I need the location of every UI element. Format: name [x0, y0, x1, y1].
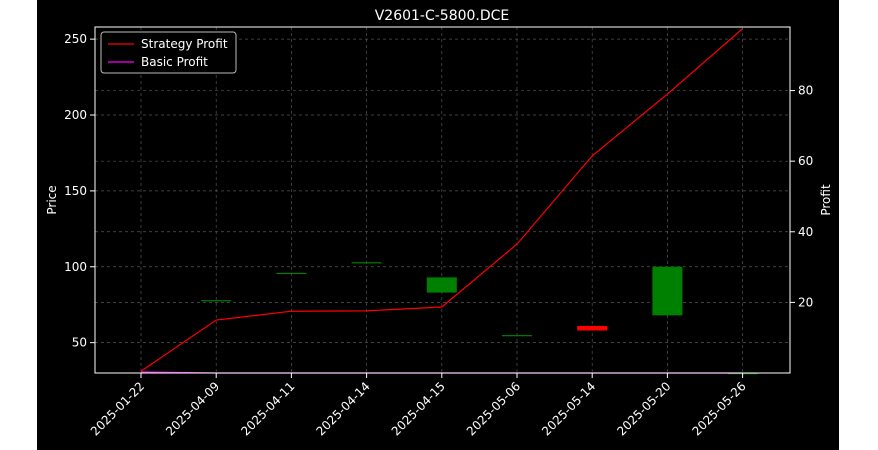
right-tick-label: 20	[798, 295, 813, 309]
candle-body	[426, 277, 457, 293]
legend-label-basic: Basic Profit	[141, 55, 208, 69]
left-tick-label: 150	[64, 184, 87, 198]
right-tick-label: 40	[798, 225, 813, 239]
plot-frame	[94, 26, 791, 374]
left-tick-label: 200	[64, 108, 87, 122]
strategy-profit-line	[140, 28, 743, 372]
candle-body	[652, 266, 683, 316]
right-tick-label: 80	[798, 84, 813, 98]
left-tick-label: 250	[64, 32, 87, 46]
candle-body	[351, 262, 382, 264]
candle-body	[276, 272, 307, 275]
candle-body	[577, 325, 608, 331]
candle-body	[502, 335, 532, 337]
figure-background	[37, 0, 839, 450]
legend-box	[100, 31, 237, 74]
legend-label-strategy: Strategy Profit	[141, 37, 228, 51]
candles	[126, 36, 758, 375]
candle-body	[201, 300, 232, 302]
chart-title: V2601-C-5800.DCE	[375, 8, 510, 24]
left-axis-label: Price	[45, 185, 59, 214]
right-tick-label: 60	[798, 154, 813, 168]
left-tick-label: 50	[72, 336, 87, 350]
right-axis-label: Profit	[819, 184, 833, 216]
left-axis-ticks: 50 100 150 200 250	[64, 32, 95, 350]
right-axis-ticks: 20 40 60 80	[790, 84, 813, 309]
legend: Strategy Profit Basic Profit	[100, 31, 237, 74]
left-tick-label: 100	[64, 260, 87, 274]
